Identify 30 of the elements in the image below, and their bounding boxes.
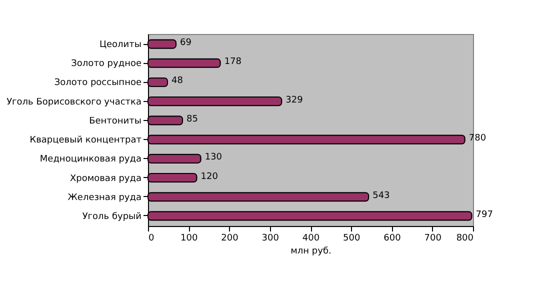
x-tick-label: 600 — [384, 234, 402, 244]
y-tick-label: Бентониты — [89, 116, 142, 126]
data-label: 69 — [180, 38, 192, 48]
y-tick-label: Золото рудное — [71, 59, 142, 70]
data-label: 120 — [200, 172, 218, 182]
x-tick-label: 300 — [262, 234, 280, 244]
x-tick-label: 800 — [456, 234, 474, 244]
y-tick-label: Железная руда — [68, 192, 142, 203]
data-label: 543 — [372, 190, 390, 201]
x-axis-title: млн руб. — [290, 246, 332, 256]
data-label: 329 — [286, 95, 304, 106]
y-tick-label: Золото россыпное — [54, 78, 142, 88]
y-tick-label: Уголь бурый — [82, 212, 142, 222]
data-label: 178 — [224, 57, 242, 68]
y-tick-label: Медноцинковая руда — [40, 154, 142, 165]
data-label: 85 — [186, 114, 198, 124]
data-label: 48 — [172, 76, 184, 86]
x-tick-label: 200 — [221, 234, 239, 244]
data-label: 130 — [204, 152, 222, 163]
x-tick-label: 400 — [302, 234, 320, 244]
x-tick-label: 100 — [180, 234, 198, 244]
y-tick-label: Цеолиты — [100, 40, 142, 50]
x-tick-label: 0 — [148, 234, 154, 244]
x-tick-label: 500 — [343, 234, 360, 244]
data-label: 780 — [468, 134, 486, 144]
y-tick-label: Уголь Борисовского участка — [6, 97, 142, 108]
y-tick-label: Кварцевый концентрат — [30, 136, 142, 146]
data-label: 797 — [476, 210, 493, 220]
y-tick-label: Хромовая руда — [70, 174, 142, 184]
x-tick-label: 700 — [424, 234, 442, 244]
